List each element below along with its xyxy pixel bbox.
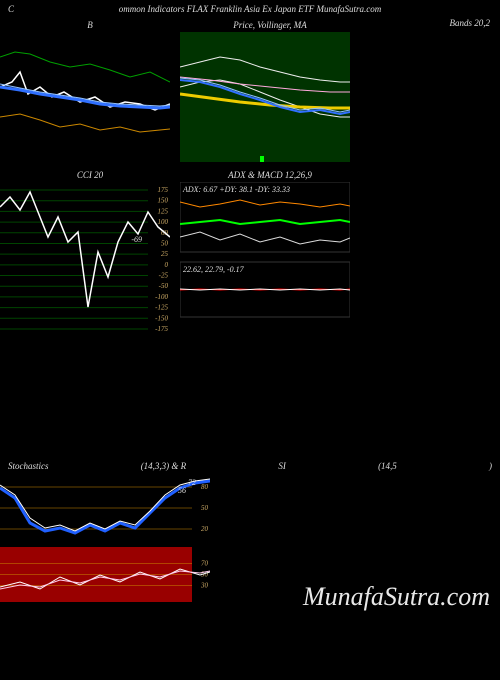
header-title: ommon Indicators FLAX Franklin Asia Ex J… [119, 4, 382, 14]
chart-adx-macd: ADX: 6.67 +DY: 38.1 -DY: 33.33 22.62, 22.… [180, 182, 350, 322]
svg-text:100: 100 [158, 218, 169, 226]
svg-text:80: 80 [201, 483, 209, 491]
chart-cci: 1751501251006950250-25-50-100-125-150-17… [0, 182, 170, 337]
panel-cci-title: CCI 20 [0, 168, 180, 182]
row-2: CCI 20 1751501251006950250-25-50-100-125… [0, 168, 500, 337]
svg-text:125: 125 [158, 207, 169, 215]
chart-b [0, 32, 170, 162]
panel-stoch: 8050205672705030 [0, 473, 210, 603]
svg-text:-50: -50 [159, 282, 169, 290]
svg-text:50: 50 [161, 239, 169, 247]
panel-cci: CCI 20 1751501251006950250-25-50-100-125… [0, 168, 180, 337]
svg-text:70: 70 [201, 560, 209, 568]
panel-b: B [0, 18, 180, 162]
svg-text:-100: -100 [155, 293, 168, 301]
stoch-params2: (14,5 [378, 461, 397, 471]
stoch-si: SI [278, 461, 286, 471]
svg-text:-69: -69 [131, 235, 142, 244]
svg-text:0: 0 [165, 261, 169, 269]
panel-adx-macd: ADX & MACD 12,26,9 ADX: 6.67 +DY: 38.1 -… [180, 168, 360, 337]
svg-text:-150: -150 [155, 314, 168, 322]
bbands-title: Bands 20,2 [450, 18, 491, 28]
panel-price-title: Price, Vollinger, MA [180, 18, 360, 32]
svg-text:22.62, 22.79, -0.17: 22.62, 22.79, -0.17 [183, 265, 245, 274]
svg-text:20: 20 [201, 525, 209, 533]
stoch-paren: ) [489, 461, 492, 471]
svg-text:72: 72 [188, 478, 196, 487]
header-c: C [8, 4, 14, 14]
panel-b-title: B [0, 18, 180, 32]
stoch-params1: (14,3,3) & R [141, 461, 187, 471]
svg-text:50: 50 [201, 504, 209, 512]
stoch-header: Stochastics (14,3,3) & R SI (14,5 ) [0, 457, 500, 473]
panel-adx-title: ADX & MACD 12,26,9 [180, 168, 360, 182]
svg-text:25: 25 [161, 250, 169, 258]
chart-price [180, 32, 350, 162]
stoch-label: Stochastics [8, 461, 49, 471]
page-header: C ommon Indicators FLAX Franklin Asia Ex… [0, 0, 500, 18]
svg-text:-25: -25 [159, 272, 169, 280]
row-3: 8050205672705030 [0, 473, 500, 603]
svg-text:150: 150 [158, 197, 169, 205]
svg-text:ADX: 6.67 +DY: 38.1 -DY: 33.33: ADX: 6.67 +DY: 38.1 -DY: 33.33 [182, 185, 290, 194]
svg-text:-125: -125 [155, 304, 168, 312]
svg-text:30: 30 [200, 582, 209, 590]
spacer [0, 337, 500, 457]
svg-text:175: 175 [158, 186, 169, 194]
svg-text:56: 56 [178, 486, 186, 495]
panel-price: Price, Vollinger, MA [180, 18, 360, 162]
row-1: B Price, Vollinger, MA Bands 20,2 [0, 18, 500, 162]
chart-stoch: 8050205672705030 [0, 473, 210, 603]
svg-text:-175: -175 [155, 325, 168, 333]
